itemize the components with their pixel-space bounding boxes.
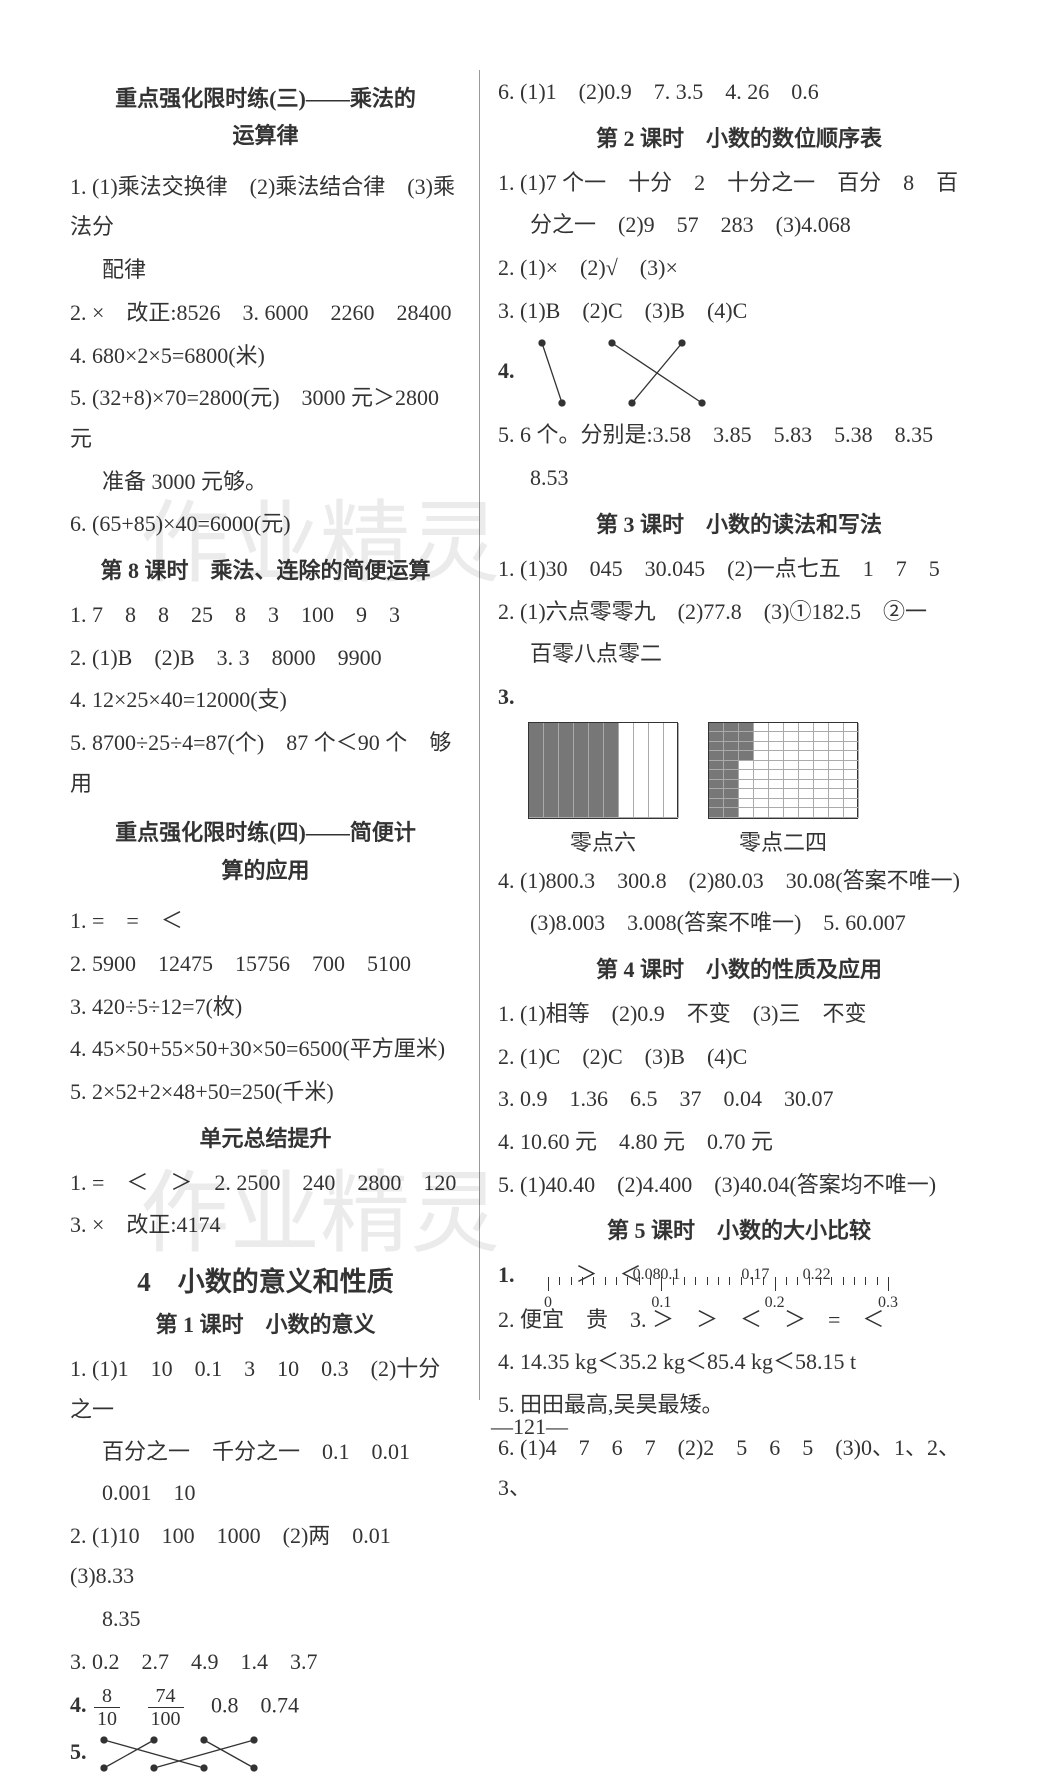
lc-4: 5. 2×52+2×48+50=250(千米) (70, 1072, 461, 1113)
ra-3: 3. (1)B (2)C (3)B (4)C (498, 291, 980, 332)
frac-rest: 0.8 0.74 (189, 1692, 299, 1717)
unit-heading: 4 小数的意义和性质 (70, 1260, 461, 1299)
ra5-0: 5. 6 个。分别是:3.58 3.85 5.83 5.38 8.35 (498, 415, 980, 456)
left-heading-a: 重点强化限时练(三)——乘法的 运算律 (70, 80, 461, 155)
rb4-1: (3)8.003 3.008(答案不唯一) 5. 60.007 (498, 903, 980, 944)
hundredths-grid (708, 722, 858, 819)
r-top: 6. (1)1 (2)0.9 7. 3.5 4. 26 0.6 (498, 72, 980, 113)
la-4: 5. (32+8)×70=2800(元) 3000 元＞2800 元 (70, 378, 461, 459)
la-1: 配律 (70, 250, 461, 291)
heading-c-line2: 算的应用 (221, 858, 309, 883)
left-column: 重点强化限时练(三)——乘法的 运算律 1. (1)乘法交换律 (2)乘法结合律… (70, 70, 480, 1400)
right-heading-a: 第 2 课时 小数的数位顺序表 (498, 121, 980, 153)
lc-2: 3. 420÷5÷12=7(枚) (70, 987, 461, 1028)
frac2-num: 74 (148, 1685, 184, 1708)
tenths-grid (528, 722, 678, 819)
right-heading-b: 第 3 课时 小数的读法和写法 (498, 507, 980, 539)
rd-0: 2. 便宜 贵 3. ＞ ＞ ＜ ＞ = ＜ (498, 1300, 980, 1341)
rc-4: 5. (1)40.40 (2)4.400 (3)40.04(答案均不唯一) (498, 1165, 980, 1206)
lb-2: 4. 12×25×40=12000(支) (70, 680, 461, 721)
lc-0: 1. = = ＜ (70, 901, 461, 942)
left-heading-c: 重点强化限时练(四)——简便计 算的应用 (70, 814, 461, 889)
rd-1-numberline: 1. 00.10.20.30.080.10.170.22 ＞ ＜ (498, 1255, 980, 1297)
la-3: 4. 680×2×5=6800(米) (70, 336, 461, 377)
frac2-den: 100 (148, 1708, 184, 1730)
rd-1: 4. 14.35 kg＜35.2 kg＜85.4 kg＜58.15 t (498, 1342, 980, 1383)
le-5-diagram: 5. (70, 1732, 461, 1776)
rc-0: 1. (1)相等 (2)0.9 不变 (3)三 不变 (498, 994, 980, 1035)
la-5: 准备 3000 元够。 (70, 462, 461, 503)
left-heading-e: 第 1 课时 小数的意义 (70, 1307, 461, 1339)
right-heading-c: 第 4 课时 小数的性质及应用 (498, 952, 980, 984)
rd-3: 6. (1)4 7 6 7 (2)2 5 6 5 (3)0、1、2、3、 (498, 1428, 980, 1509)
rb-2: 百零八点零二 (498, 634, 980, 675)
grid2-caption: 零点二四 (708, 825, 858, 857)
heading-line2: 运算律 (232, 123, 298, 148)
rd-2: 5. 田田最高,吴昊最矮。 (498, 1385, 980, 1426)
number-line-icon: 00.10.20.30.080.10.170.22 (522, 1257, 548, 1298)
rb-3-grids: 3. (498, 677, 980, 718)
grid-block-1: 零点六 (528, 722, 678, 857)
rc-2: 3. 0.9 1.36 6.5 37 0.04 30.07 (498, 1079, 980, 1120)
le-4: 3. 0.2 2.7 4.9 1.4 3.7 (70, 1642, 461, 1683)
ra-1: 分之一 (2)9 57 283 (3)4.068 (498, 205, 980, 246)
rb-0: 1. (1)30 045 30.045 (2)一点七五 1 7 5 (498, 549, 980, 590)
le-0: 1. (1)1 10 0.1 3 10 0.3 (2)十分之一 (70, 1349, 461, 1430)
grid1-caption: 零点六 (528, 825, 678, 857)
rb4-0: 4. (1)800.3 300.8 (2)80.03 30.08(答案不唯一) (498, 861, 980, 902)
frac1-den: 10 (94, 1708, 120, 1730)
heading-c-line1: 重点强化限时练(四)——简便计 (115, 820, 416, 845)
two-column-layout: 重点强化限时练(三)——乘法的 运算律 1. (1)乘法交换律 (2)乘法结合律… (70, 70, 989, 1400)
ld-0: 1. = ＜ ＞ 2. 2500 240 2800 120 (70, 1163, 461, 1204)
le-frac: 4. 8 10 74 100 0.8 0.74 (70, 1685, 461, 1730)
la-0: 1. (1)乘法交换律 (2)乘法结合律 (3)乘法分 (70, 167, 461, 248)
cross-match-icon (94, 1732, 274, 1776)
fraction-2: 74 100 (148, 1685, 184, 1730)
le5-label: 5. (70, 1739, 87, 1764)
rd1-label: 1. (498, 1262, 515, 1287)
grid-block-2: 零点二四 (708, 722, 858, 857)
le-3: 8.35 (70, 1599, 461, 1640)
ra4-label: 4. (498, 358, 515, 383)
lb-1: 2. (1)B (2)B 3. 3 8000 9900 (70, 638, 461, 679)
fraction-1: 8 10 (94, 1685, 120, 1730)
rb3-label: 3. (498, 684, 515, 709)
rc-3: 4. 10.60 元 4.80 元 0.70 元 (498, 1122, 980, 1163)
right-heading-d: 第 5 课时 小数的大小比较 (498, 1213, 980, 1245)
ra-4-diagram: 4. (498, 333, 980, 413)
left-heading-b: 第 8 课时 乘法、连除的简便运算 (70, 553, 461, 585)
lb-3: 5. 8700÷25÷4=87(个) 87 个＜90 个 够用 (70, 723, 461, 804)
rc-1: 2. (1)C (2)C (3)B (4)C (498, 1037, 980, 1078)
ra5-1: 8.53 (498, 458, 980, 499)
ld-1: 3. × 改正:4174 (70, 1205, 461, 1246)
lc-3: 4. 45×50+55×50+30×50=6500(平方厘米) (70, 1029, 461, 1070)
lc-1: 2. 5900 12475 15756 700 5100 (70, 944, 461, 985)
le-2: 2. (1)10 100 1000 (2)两 0.01 (3)8.33 (70, 1516, 461, 1597)
lb-0: 1. 7 8 8 25 8 3 100 9 3 (70, 595, 461, 636)
shaded-grids: 零点六 零点二四 (528, 722, 980, 857)
la-6: 6. (65+85)×40=6000(元) (70, 504, 461, 545)
frac1-num: 8 (94, 1685, 120, 1708)
la-2: 2. × 改正:8526 3. 6000 2260 28400 (70, 293, 461, 334)
heading-line1: 重点强化限时练(三)——乘法的 (115, 86, 416, 111)
rb-1: 2. (1)六点零零九 (2)77.8 (3)①182.5 ②一 (498, 592, 980, 633)
frac-prefix: 4. (70, 1692, 87, 1717)
le-1: 百分之一 千分之一 0.1 0.01 0.001 10 (70, 1432, 461, 1513)
ra-2: 2. (1)× (2)√ (3)× (498, 248, 980, 289)
match-dots-icon (522, 333, 722, 413)
ra-0: 1. (1)7 个一 十分 2 十分之一 百分 8 百 (498, 163, 980, 204)
left-heading-d: 单元总结提升 (70, 1121, 461, 1153)
right-column: 6. (1)1 (2)0.9 7. 3.5 4. 26 0.6 第 2 课时 小… (480, 70, 980, 1400)
